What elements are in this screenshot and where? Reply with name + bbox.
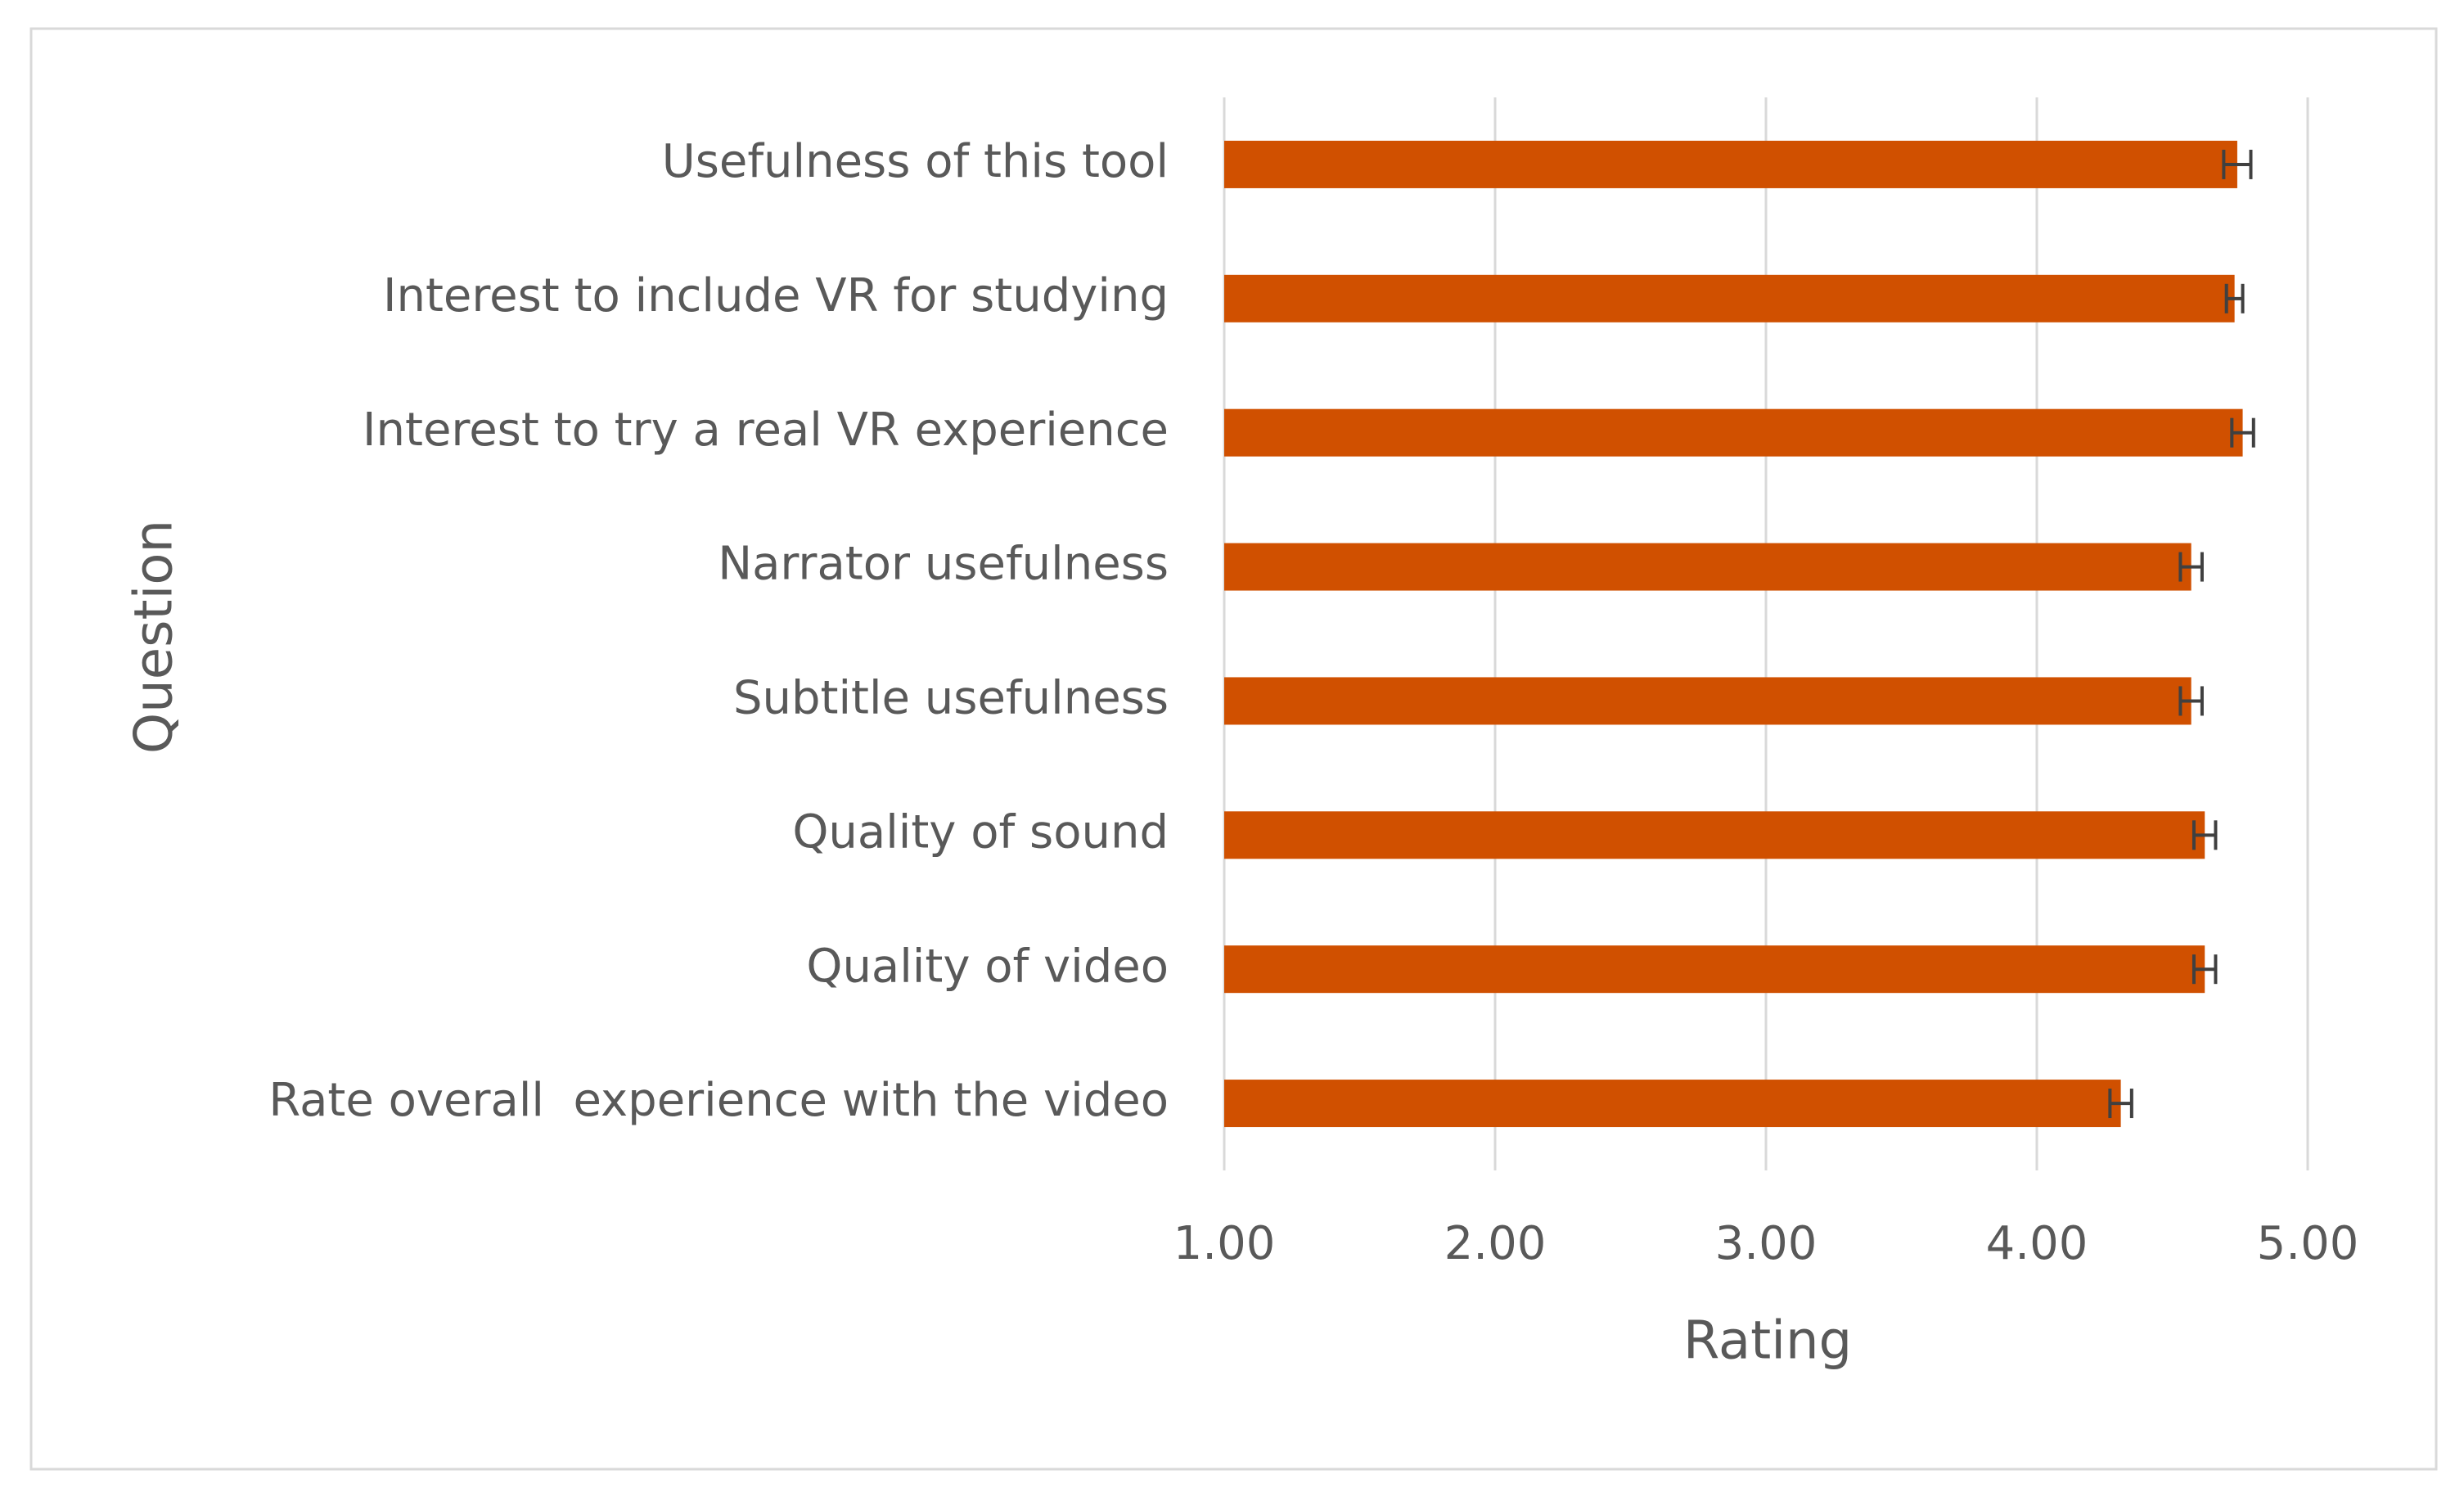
y-tick-label: Usefulness of this tool bbox=[662, 135, 1169, 188]
bar bbox=[1224, 140, 2237, 188]
bar bbox=[1224, 677, 2191, 725]
y-tick-label: Quality of video bbox=[806, 940, 1169, 993]
x-tick-label: 1.00 bbox=[1173, 1217, 1276, 1270]
y-tick-label: Rate overall experience with the video bbox=[268, 1074, 1169, 1127]
x-axis-title: Rating bbox=[1683, 1311, 1852, 1372]
bar bbox=[1224, 811, 2205, 859]
x-tick-label: 5.00 bbox=[2257, 1217, 2359, 1270]
y-tick-label: Subtitle usefulness bbox=[733, 672, 1169, 725]
y-axis-title: Question bbox=[124, 520, 185, 754]
chart-border bbox=[29, 27, 2438, 1471]
y-tick-label: Interest to try a real VR experience bbox=[363, 404, 1169, 457]
bar bbox=[1224, 543, 2191, 591]
y-tick-label: Narrator usefulness bbox=[718, 538, 1169, 591]
x-tick-label: 3.00 bbox=[1715, 1217, 1818, 1270]
y-tick-label: Quality of sound bbox=[792, 805, 1169, 859]
bar bbox=[1224, 274, 2235, 322]
bar bbox=[1224, 1080, 2121, 1128]
x-tick-label: 2.00 bbox=[1444, 1217, 1547, 1270]
y-tick-label: Interest to include VR for studying bbox=[383, 269, 1169, 322]
x-tick-label: 4.00 bbox=[1986, 1217, 2088, 1270]
bar bbox=[1224, 945, 2205, 994]
bar bbox=[1224, 408, 2243, 457]
